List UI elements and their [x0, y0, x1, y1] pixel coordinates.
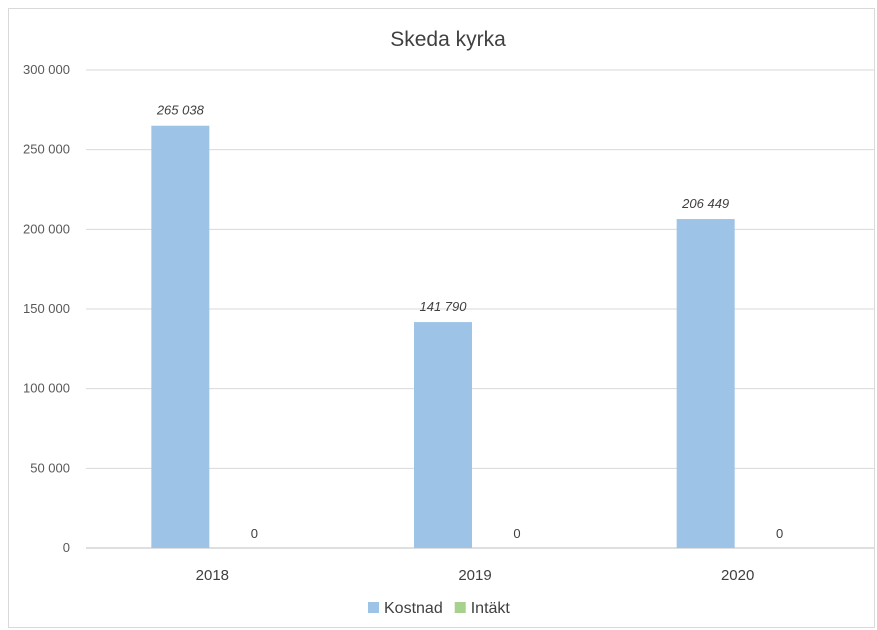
- x-axis-tick-labels: 2018 2019 2020: [196, 567, 755, 584]
- y-tick-label: 100 000: [23, 381, 70, 396]
- data-labels: 265 038 0 141 790 0 206 449 0: [156, 103, 783, 541]
- data-label-intäkt-2020: 0: [776, 526, 783, 541]
- x-tick-label: 2019: [458, 567, 491, 584]
- y-tick-label: 50 000: [30, 460, 70, 475]
- y-tick-label: 0: [63, 540, 70, 555]
- x-tick-label: 2020: [721, 567, 754, 584]
- y-tick-label: 250 000: [23, 142, 70, 157]
- gridlines: [86, 69, 874, 549]
- legend-swatch: [454, 602, 466, 613]
- x-tick-label: 2018: [196, 567, 229, 584]
- y-tick-label: 300 000: [23, 62, 70, 77]
- data-label-kostnad-2020: 206 449: [681, 196, 729, 211]
- data-label-kostnad-2019: 141 790: [420, 299, 468, 314]
- legend-label: Kostnad: [384, 600, 443, 617]
- legend-swatch: [368, 602, 379, 613]
- bars: [151, 125, 735, 549]
- legend-label: Intäkt: [471, 600, 511, 617]
- bar-kostnad-2020: [676, 219, 735, 548]
- data-label-intäkt-2019: 0: [513, 526, 520, 541]
- data-label-intäkt-2018: 0: [251, 526, 258, 541]
- chart-title: Skeda kyrka: [390, 28, 506, 51]
- y-tick-label: 200 000: [23, 221, 70, 236]
- data-label-kostnad-2018: 265 038: [156, 103, 205, 118]
- bar-kostnad-2018: [151, 125, 210, 549]
- legend: Kostnad Intäkt: [368, 600, 510, 617]
- bar-kostnad-2019: [414, 322, 472, 548]
- y-tick-label: 150 000: [23, 301, 70, 316]
- y-axis-tick-labels: 0 50 000 100 000 150 000 200 000 250 000 300 0…: [23, 62, 70, 555]
- legend-item-intäkt: Intäkt: [454, 600, 511, 617]
- legend-item-kostnad: Kostnad: [368, 600, 443, 617]
